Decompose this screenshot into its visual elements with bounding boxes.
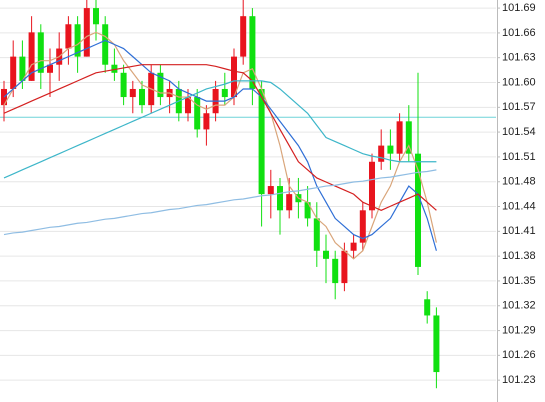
y-tick-label: 101.57 [502, 101, 536, 113]
candle-body [19, 56, 26, 81]
y-tick-label: 101.60 [502, 76, 536, 88]
moving-average-line [3, 64, 437, 211]
candle-body [304, 202, 311, 219]
moving-average-line [3, 169, 437, 236]
candle-body [194, 97, 201, 130]
y-tick-label: 101.41 [502, 225, 536, 237]
candle-body [277, 186, 283, 211]
y-tick-label: 101.26 [502, 349, 536, 361]
candle-body [65, 24, 72, 49]
candle-body [10, 56, 17, 89]
candle-body [387, 145, 394, 154]
y-tick-label: 101.35 [502, 275, 536, 287]
candle-body [249, 16, 256, 89]
candle-body [396, 121, 403, 154]
y-tick-label: 101.66 [502, 27, 536, 39]
candle-body [83, 8, 90, 57]
candle-body [258, 88, 265, 195]
candle-body [359, 210, 366, 243]
candle-body [102, 24, 109, 65]
candle-body [267, 186, 274, 195]
y-tick-label: 101.54 [502, 126, 536, 138]
candle-body [433, 315, 440, 373]
candle-body [405, 121, 412, 154]
candle-body [341, 250, 348, 284]
candle-body [415, 153, 421, 267]
candle-body [93, 8, 99, 25]
y-tick-label: 101.32 [502, 300, 536, 312]
candle-body [139, 88, 145, 106]
moving-average-line [3, 39, 437, 251]
candle-body [37, 32, 44, 73]
y-tick-label: 101.48 [502, 176, 536, 188]
candle-body [323, 250, 329, 259]
candle-body [286, 194, 293, 211]
y-tick-label: 101.38 [502, 250, 536, 262]
candle-body [28, 32, 35, 81]
candle-body [129, 88, 136, 98]
y-tick-label: 101.51 [502, 151, 536, 163]
moving-average-line [3, 31, 437, 260]
candle-body [369, 161, 375, 211]
candle-body [313, 218, 320, 251]
candle-body [47, 64, 53, 73]
candle-body [332, 258, 339, 284]
candle-body [120, 72, 127, 98]
candle-body [350, 242, 357, 251]
candle-body [231, 56, 237, 98]
candle-body [203, 113, 210, 130]
y-tick-label: 101.63 [502, 52, 536, 64]
candle-body [185, 97, 191, 114]
candle-body [74, 24, 81, 57]
candle-body [378, 145, 385, 162]
y-tick-label: 101.29 [502, 324, 536, 336]
candle-body [221, 88, 228, 98]
candle-body [424, 299, 431, 316]
moving-average-line [3, 80, 437, 179]
candle-body [157, 72, 164, 98]
y-tick-label: 101.23 [502, 374, 536, 386]
candle-body [240, 16, 247, 57]
y-tick-label: 101.69 [502, 2, 536, 14]
y-tick-label: 101.44 [502, 200, 536, 212]
candle-body [111, 64, 118, 73]
